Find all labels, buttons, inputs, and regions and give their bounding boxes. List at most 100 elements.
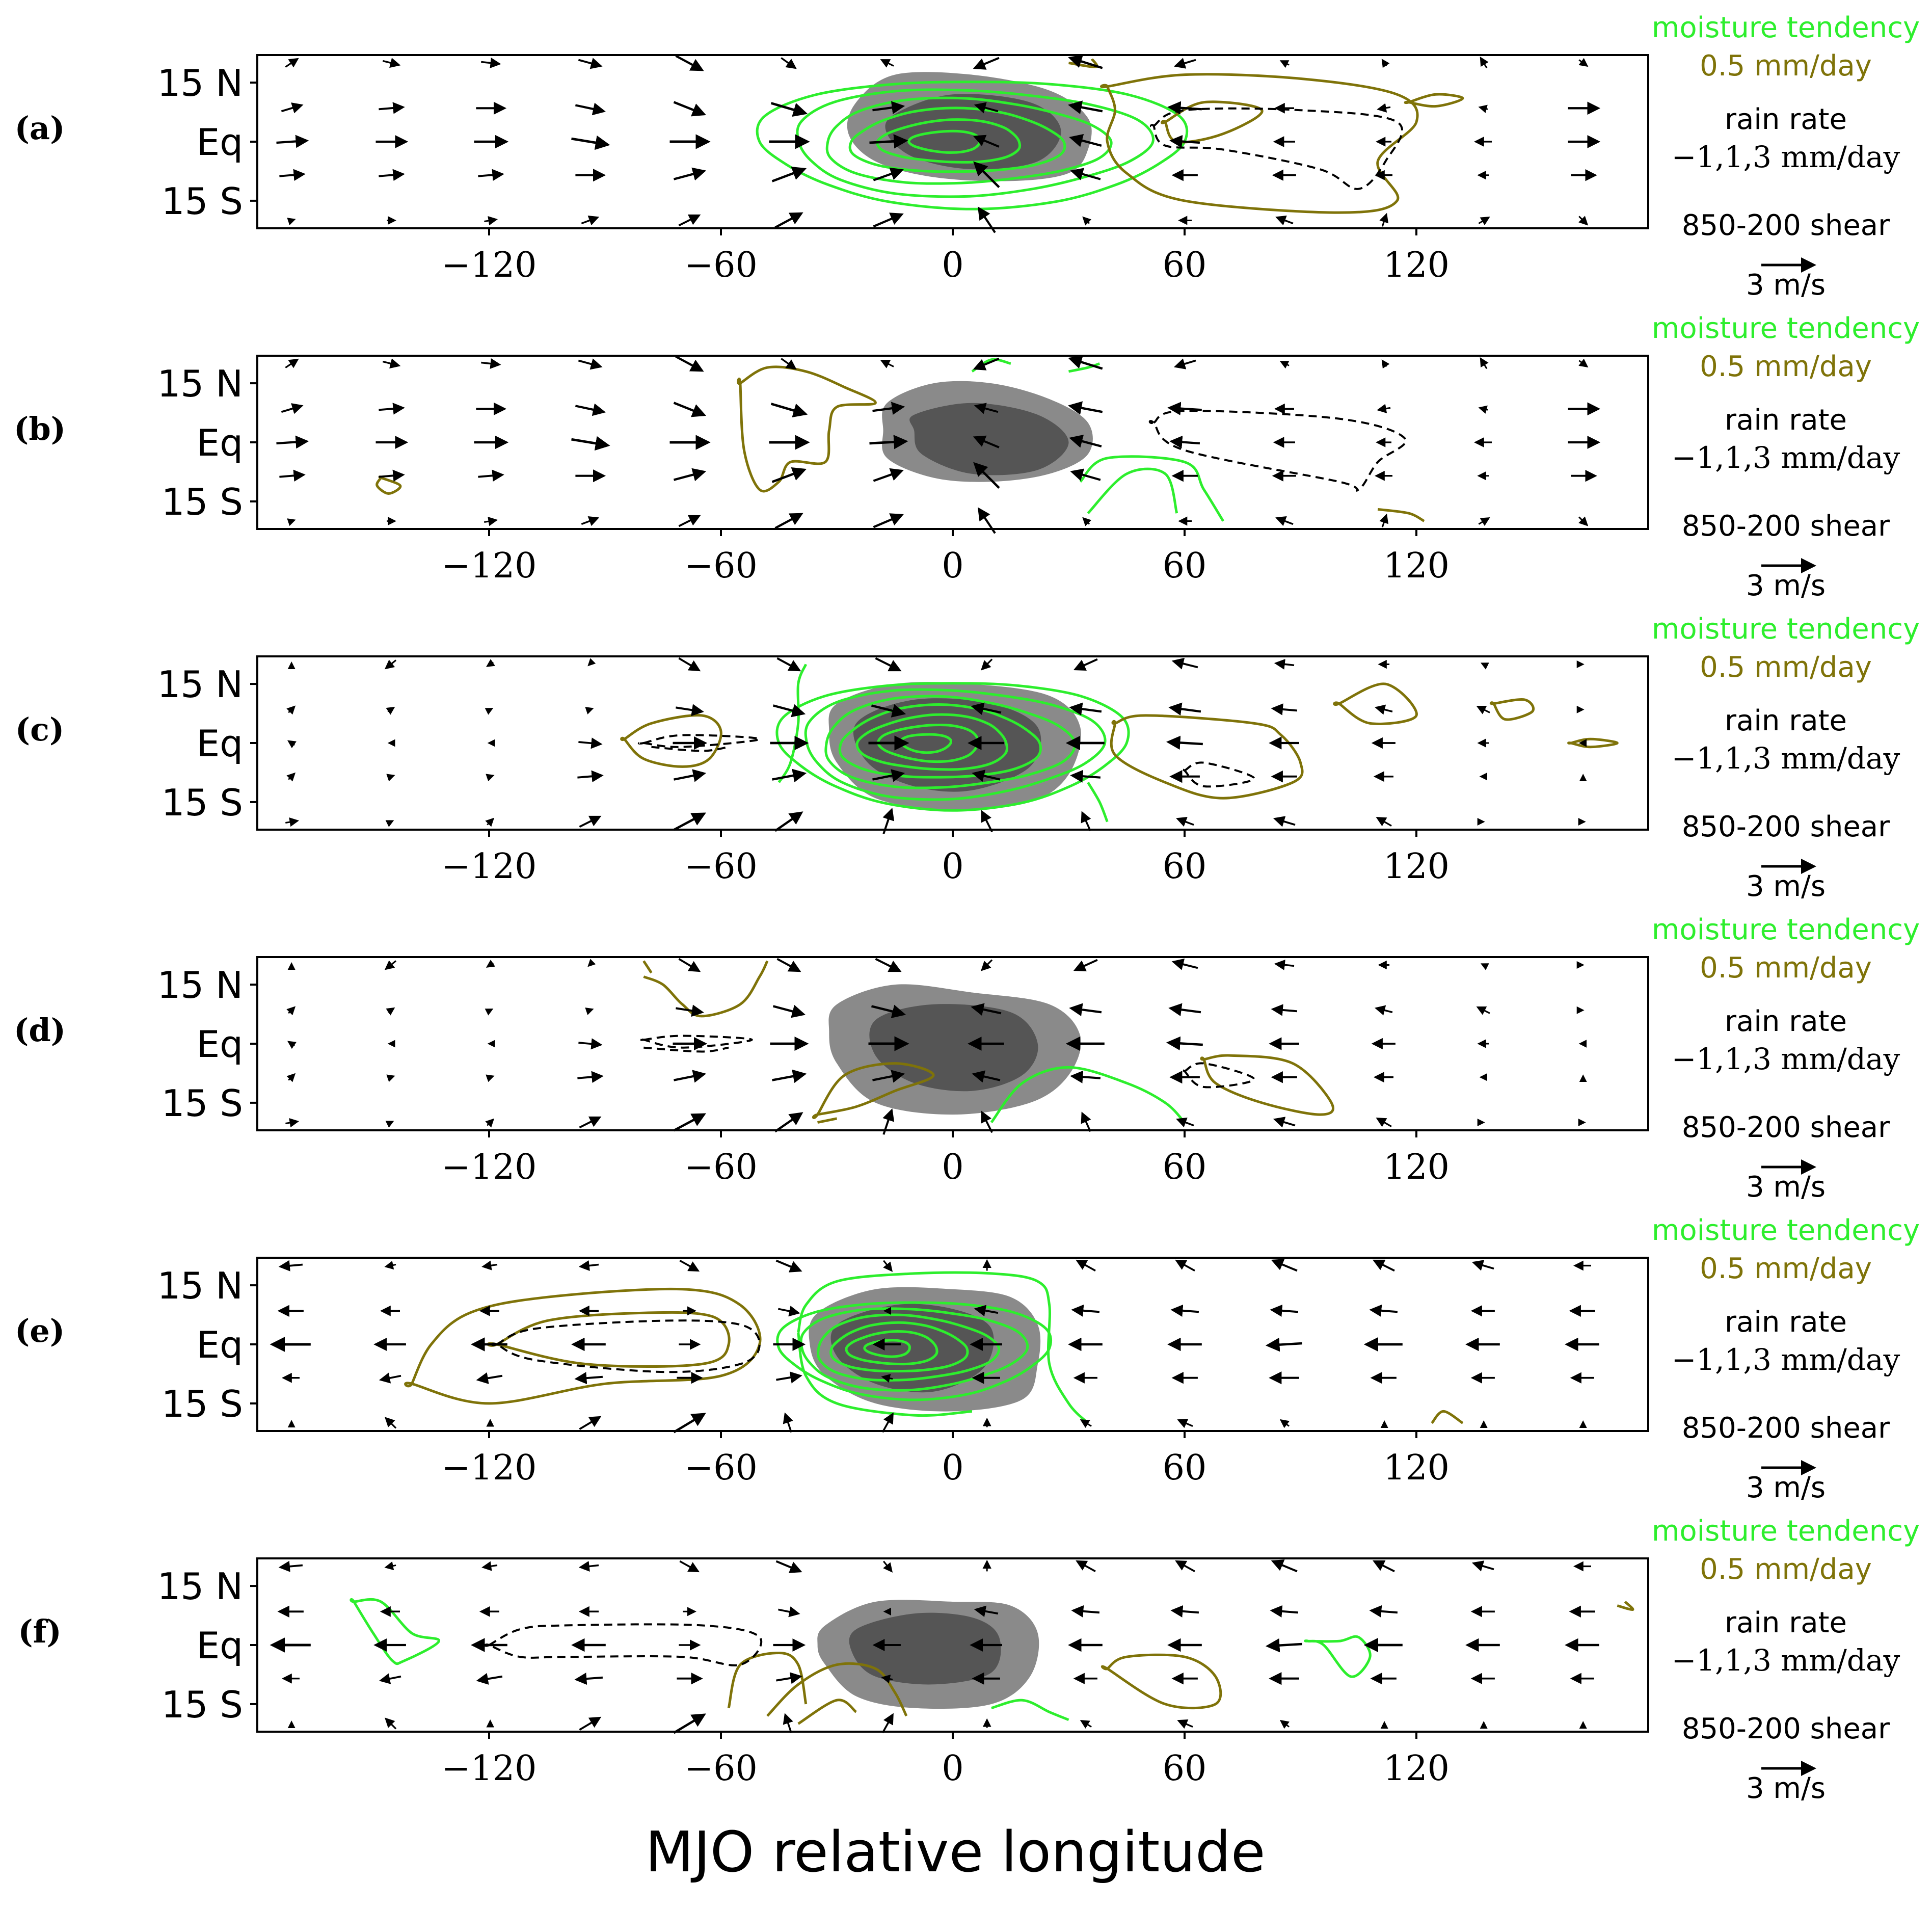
shear-vector xyxy=(578,58,603,69)
shear-vector xyxy=(676,704,704,717)
olive-contour xyxy=(1431,1410,1464,1424)
shear-vector xyxy=(485,1009,494,1016)
olive-contour xyxy=(797,1699,857,1725)
olive-contour xyxy=(404,1287,762,1405)
shear-vector xyxy=(379,1673,401,1684)
shear-vector xyxy=(1166,1036,1203,1051)
shear-vector xyxy=(1271,1559,1298,1573)
shear-vector xyxy=(1369,1304,1398,1317)
legend-rain-levels: −1,1,3 mm/day xyxy=(1672,140,1900,174)
legend-rain-levels: −1,1,3 mm/day xyxy=(1672,741,1900,776)
shear-vector xyxy=(673,468,707,482)
shear-vector xyxy=(783,1713,793,1733)
olive-contour xyxy=(643,960,769,1018)
moisture-tendency-contour xyxy=(990,1066,1186,1124)
moisture-tendency-contour xyxy=(1304,1635,1372,1678)
legend-shear-title: 850-200 shear xyxy=(1682,1712,1890,1745)
shear-vector xyxy=(1069,1003,1102,1017)
y-tick-label: Eq xyxy=(197,1323,243,1366)
shear-vector xyxy=(781,57,797,69)
panels: 15 N Eq 15 S −120 −60 0 60 120 (a) moisture tende… xyxy=(14,11,1920,1805)
x-tick-label: 120 xyxy=(1383,546,1450,586)
shear-vector xyxy=(385,1121,394,1128)
x-tick-label: 0 xyxy=(942,245,963,285)
moisture-tendency-contour xyxy=(350,1598,440,1665)
shear-vector xyxy=(1073,658,1098,671)
x-tick-label: −60 xyxy=(684,245,758,285)
shear-vector xyxy=(286,1073,296,1082)
x-tick-label: 60 xyxy=(1163,1748,1207,1789)
olive-contour xyxy=(1333,682,1418,725)
x-axis-title: MJO relative longitude xyxy=(645,1819,1265,1885)
shear-vector xyxy=(1073,959,1098,971)
shear-vector xyxy=(778,1306,800,1317)
shear-vector xyxy=(881,1374,893,1383)
legend-rain-title: rain rate xyxy=(1725,1306,1847,1339)
olive-contour xyxy=(1617,1601,1634,1611)
shear-vector xyxy=(974,102,999,114)
x-tick-label: 60 xyxy=(1163,846,1207,887)
shear-vector xyxy=(674,769,707,782)
shear-vector xyxy=(276,135,309,148)
x-tick-label: 60 xyxy=(1163,245,1207,285)
shear-vector xyxy=(1169,435,1200,449)
olive-contour xyxy=(620,713,722,768)
shear-vector xyxy=(1471,1260,1494,1271)
negative-contour xyxy=(1181,1062,1255,1089)
shear-vector xyxy=(673,402,707,417)
moisture-tendency-contour xyxy=(797,1271,1089,1424)
shear-vector xyxy=(972,770,1001,782)
olive-contour xyxy=(737,365,877,493)
shear-vector xyxy=(875,657,902,672)
shear-vector xyxy=(873,167,904,181)
shear-vector xyxy=(1068,100,1103,114)
moisture-tendency-contour xyxy=(1087,467,1178,514)
y-tick-label: 15 S xyxy=(162,180,243,223)
legend-rain-levels: −1,1,3 mm/day xyxy=(1672,1042,1900,1076)
olive-contour xyxy=(642,960,653,974)
olive-contour xyxy=(727,1651,808,1709)
shear-vector xyxy=(578,1260,599,1271)
shear-vector xyxy=(678,657,701,672)
shear-vector xyxy=(384,1561,396,1571)
shear-vector xyxy=(385,1717,397,1730)
shear-vector xyxy=(774,811,803,832)
x-tick-label: 0 xyxy=(942,1147,963,1187)
shear-vector xyxy=(973,435,1000,448)
olive-contour xyxy=(766,1662,908,1717)
shear-vector xyxy=(974,1305,999,1317)
shear-vector xyxy=(478,469,504,482)
panel-label: (d) xyxy=(14,1012,66,1049)
shear-vector xyxy=(971,1003,1002,1016)
shear-vector xyxy=(872,402,905,415)
x-tick-label: −120 xyxy=(442,846,537,887)
shear-vector xyxy=(770,403,808,418)
shear-vector xyxy=(679,1560,700,1573)
shear-vector xyxy=(775,1560,802,1573)
shear-vector xyxy=(981,1110,993,1133)
shear-vector xyxy=(579,1716,602,1731)
shear-vector xyxy=(675,355,704,372)
shear-vector xyxy=(678,958,701,972)
shear-vector xyxy=(1376,816,1392,827)
shear-vector xyxy=(1373,1560,1395,1573)
shear-vector xyxy=(873,513,904,528)
shear-vector xyxy=(1381,59,1390,68)
shear-vector xyxy=(880,360,894,368)
olive-contour xyxy=(487,1311,731,1368)
shear-vector xyxy=(776,958,801,972)
shear-vector xyxy=(478,169,504,181)
shear-vector xyxy=(379,1372,401,1384)
plot-area xyxy=(637,960,1335,1124)
shear-vector xyxy=(1265,1337,1302,1352)
panel-label: (e) xyxy=(15,1312,65,1349)
shear-vector xyxy=(1471,1560,1494,1572)
legend-moisture-value: 0.5 mm/day xyxy=(1700,1553,1872,1586)
shear-vector xyxy=(571,436,610,451)
negative-contour xyxy=(491,1319,761,1373)
olive-contour xyxy=(1101,1653,1222,1710)
moisture-tendency-contour xyxy=(1079,455,1224,522)
shear-vector xyxy=(486,774,495,782)
shear-vector xyxy=(1379,513,1389,527)
shear-vector xyxy=(1177,1719,1193,1729)
